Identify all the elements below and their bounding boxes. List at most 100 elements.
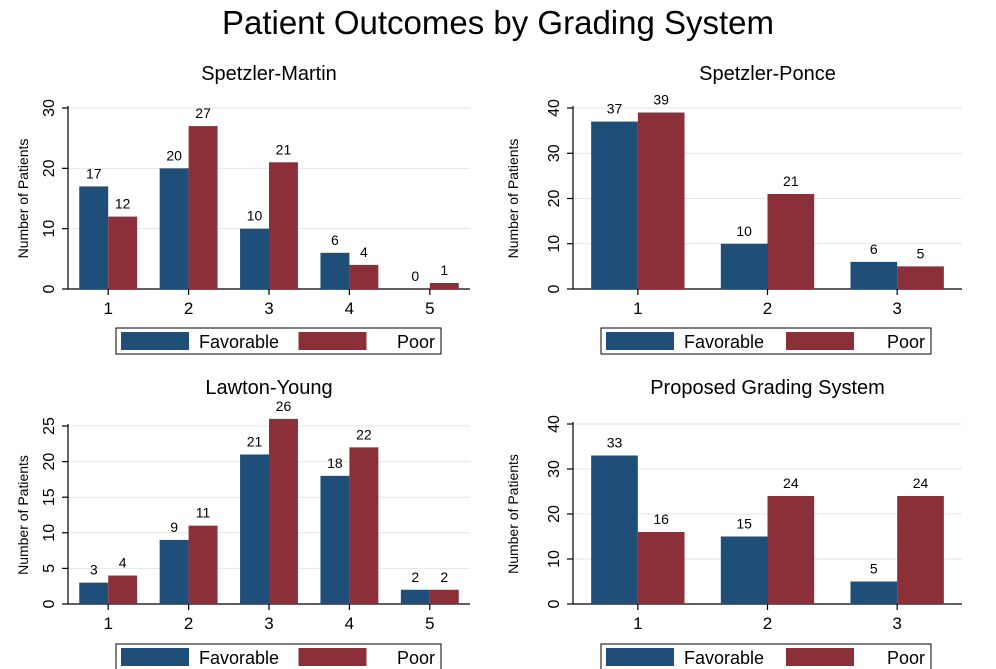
y-tick-label: 40 xyxy=(546,99,563,117)
data-label: 17 xyxy=(86,165,102,181)
data-label: 26 xyxy=(276,398,292,414)
panel-title: Lawton-Young xyxy=(205,377,332,399)
data-label: 4 xyxy=(119,555,127,571)
legend-swatch-poor xyxy=(298,332,367,350)
main-title: Patient Outcomes by Grading System xyxy=(221,4,775,41)
data-label: 1 xyxy=(440,262,448,278)
legend-swatch-favorable xyxy=(606,648,674,666)
bar-favorable xyxy=(159,539,189,604)
data-label: 20 xyxy=(166,147,182,163)
legend-label-favorable: Favorable xyxy=(199,332,279,352)
panel-2: Spetzler-Ponce 0 10 20 30 40 Number of Patient… xyxy=(505,63,962,355)
legend-label-poor: Poor xyxy=(397,332,435,352)
data-label: 22 xyxy=(356,426,372,442)
data-label: 12 xyxy=(115,196,131,212)
y-tick-label: 40 xyxy=(546,415,563,433)
legend-label-poor: Poor xyxy=(887,648,925,668)
data-label: 6 xyxy=(870,241,878,257)
bar-favorable xyxy=(79,582,109,604)
data-label: 24 xyxy=(783,475,799,491)
bar-poor xyxy=(269,162,298,289)
panel-title: Proposed Grading System xyxy=(650,377,885,399)
bar-poor xyxy=(637,112,685,290)
legend-swatch-poor xyxy=(298,648,367,666)
data-label: 11 xyxy=(196,505,211,521)
y-tick-label: 20 xyxy=(41,453,58,471)
x-tick-label: 4 xyxy=(345,614,354,633)
x-tick-label: 1 xyxy=(103,614,112,633)
bar-poor xyxy=(897,496,944,604)
bar-poor xyxy=(108,575,138,604)
bar-favorable xyxy=(591,121,638,289)
x-tick-label: 3 xyxy=(892,299,901,318)
data-label: 39 xyxy=(653,92,669,108)
x-tick-label: 2 xyxy=(184,299,193,318)
data-label: 6 xyxy=(331,232,339,248)
data-label: 5 xyxy=(870,561,878,577)
y-axis-label: Number of Patients xyxy=(505,454,521,574)
x-tick-label: 2 xyxy=(184,614,193,633)
x-tick-label: 3 xyxy=(892,614,901,633)
data-label: 16 xyxy=(653,511,669,527)
legend: Favorable Poor xyxy=(115,643,442,669)
legend-swatch-favorable xyxy=(606,332,674,350)
bar-favorable xyxy=(850,581,898,604)
x-tick-label: 3 xyxy=(264,614,273,633)
legend: Favorable Poor xyxy=(115,327,442,355)
legend: Favorable Poor xyxy=(600,327,932,355)
x-tick-label: 3 xyxy=(264,299,273,318)
bar-favorable xyxy=(240,228,269,289)
data-label: 33 xyxy=(607,435,623,451)
panel-4: Proposed Grading System 0 10 20 30 40 Number o… xyxy=(505,377,962,669)
y-tick-label: 20 xyxy=(41,159,58,177)
bar-favorable xyxy=(320,252,350,289)
y-tick-label: 30 xyxy=(546,460,563,478)
y-tick-label: 15 xyxy=(41,488,58,506)
bar-favorable xyxy=(591,455,638,604)
bar-favorable xyxy=(240,454,269,604)
data-label: 10 xyxy=(247,208,263,224)
data-label: 15 xyxy=(736,516,752,532)
x-tick-label: 5 xyxy=(425,299,434,318)
legend-swatch-favorable xyxy=(121,332,189,350)
y-tick-label: 20 xyxy=(546,190,563,208)
bar-poor xyxy=(429,282,459,289)
data-label: 5 xyxy=(917,245,925,261)
x-tick-label: 5 xyxy=(425,614,434,633)
bar-favorable xyxy=(159,168,189,289)
bar-poor xyxy=(108,216,138,289)
y-tick-label: 10 xyxy=(41,220,58,238)
data-label: 2 xyxy=(440,569,448,585)
y-tick-label: 0 xyxy=(546,284,563,293)
data-label: 21 xyxy=(247,433,263,449)
legend-label-poor: Poor xyxy=(397,648,435,668)
data-label: 2 xyxy=(411,569,419,585)
y-axis-label: Number of Patients xyxy=(505,139,521,259)
legend-label-favorable: Favorable xyxy=(684,332,764,352)
panel-title: Spetzler-Ponce xyxy=(699,63,836,85)
bar-poor xyxy=(767,496,815,604)
y-tick-label: 30 xyxy=(546,144,563,162)
data-label: 27 xyxy=(195,105,211,121)
bar-poor xyxy=(188,126,218,289)
legend-label-favorable: Favorable xyxy=(684,648,764,668)
legend-label-favorable: Favorable xyxy=(199,648,279,668)
bar-poor xyxy=(349,447,379,604)
legend-swatch-favorable xyxy=(121,648,189,666)
y-tick-label: 10 xyxy=(41,524,58,542)
x-tick-label: 2 xyxy=(763,299,772,318)
bar-poor xyxy=(897,266,944,289)
y-tick-label: 20 xyxy=(546,505,563,523)
data-label: 0 xyxy=(411,268,419,284)
legend-label-poor: Poor xyxy=(887,332,925,352)
y-axis-label: Number of Patients xyxy=(15,139,31,259)
bar-poor xyxy=(188,525,218,604)
data-label: 3 xyxy=(90,562,98,578)
bar-poor xyxy=(767,193,815,289)
y-tick-label: 30 xyxy=(41,99,58,117)
x-tick-label: 2 xyxy=(763,614,772,633)
x-tick-label: 1 xyxy=(633,299,642,318)
x-tick-label: 4 xyxy=(345,299,354,318)
